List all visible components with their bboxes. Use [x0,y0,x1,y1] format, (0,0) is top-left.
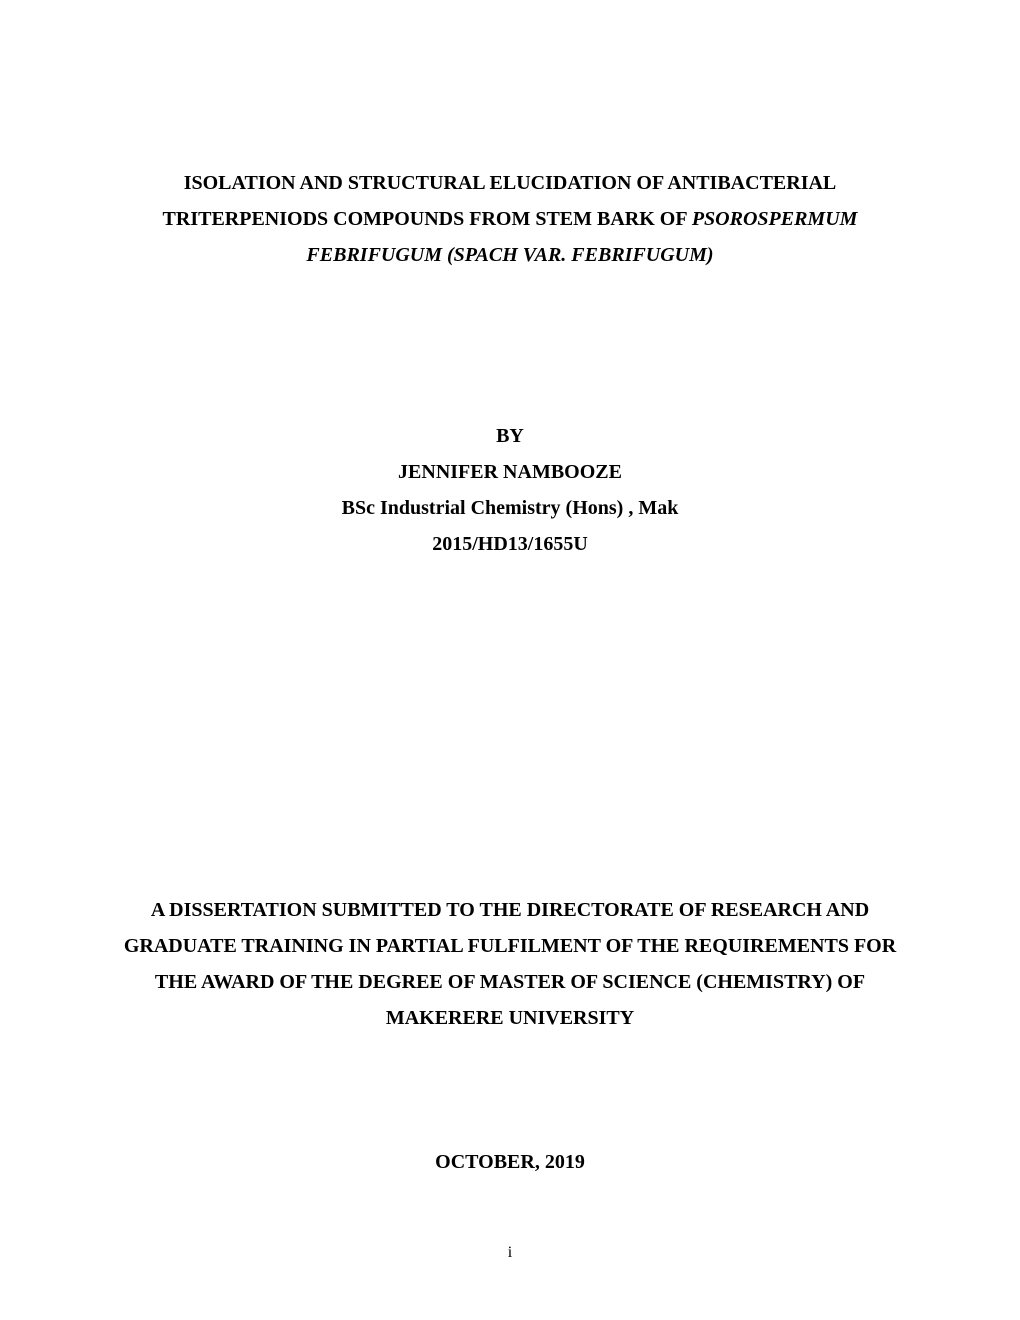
date-block: OCTOBER, 2019 [120,1036,900,1174]
title-line-3: FEBRIFUGUM (SPACH VAR. FEBRIFUGUM) [120,237,900,273]
author-block: BY JENNIFER NAMBOOZE BSc Industrial Chem… [120,273,900,562]
author-by: BY [120,418,900,454]
title-line-2: TRITERPENIODS COMPOUNDS FROM STEM BARK O… [120,201,900,237]
author-name: JENNIFER NAMBOOZE [120,454,900,490]
submission-line-2: GRADUATE TRAINING IN PARTIAL FULFILMENT … [120,928,900,964]
author-id: 2015/HD13/1655U [120,526,900,562]
submission-line-3: THE AWARD OF THE DEGREE OF MASTER OF SCI… [120,964,900,1000]
title-line-1: ISOLATION AND STRUCTURAL ELUCIDATION OF … [120,165,900,201]
page-number: i [0,1244,1020,1262]
submission-block: A DISSERTATION SUBMITTED TO THE DIRECTOR… [120,562,900,1036]
title-block: ISOLATION AND STRUCTURAL ELUCIDATION OF … [120,0,900,273]
title-line-2-prefix: TRITERPENIODS COMPOUNDS FROM STEM BARK O… [163,208,692,230]
submission-line-4: MAKERERE UNIVERSITY [120,1000,900,1036]
submission-line-1: A DISSERTATION SUBMITTED TO THE DIRECTOR… [120,892,900,928]
title-line-2-italic: PSOROSPERMUM [692,208,858,230]
date-text: OCTOBER, 2019 [435,1151,585,1173]
author-degree: BSc Industrial Chemistry (Hons) , Mak [120,490,900,526]
